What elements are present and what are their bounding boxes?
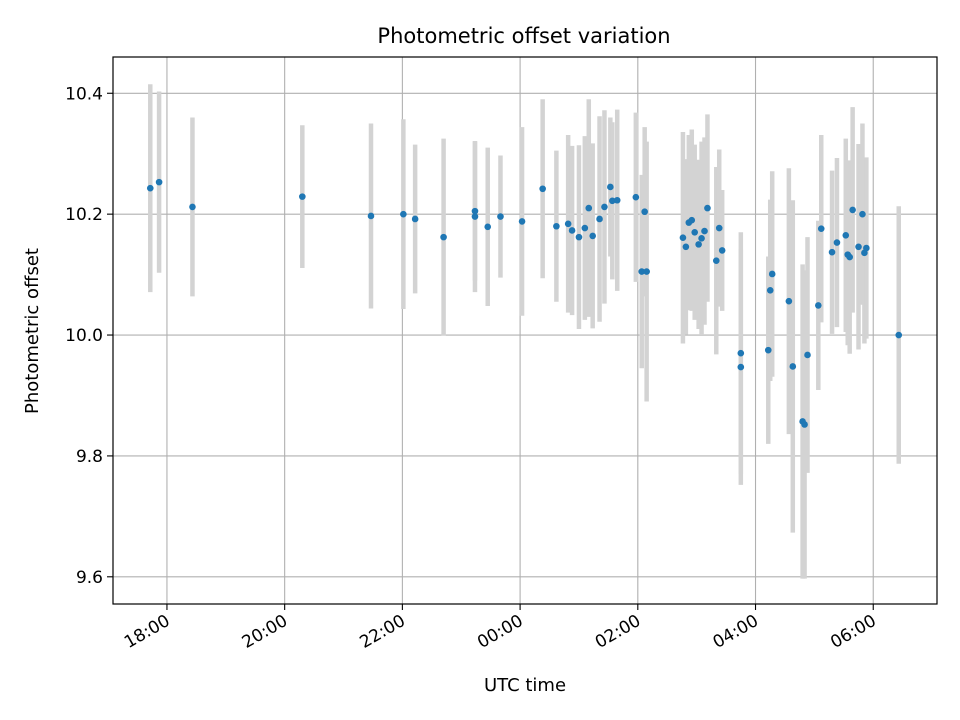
data-point	[698, 235, 705, 242]
data-point	[607, 183, 614, 191]
data-point	[804, 351, 811, 359]
data-point	[553, 222, 560, 230]
data-point	[484, 223, 492, 231]
data-point	[842, 232, 850, 239]
data-point	[855, 243, 862, 251]
data-point	[539, 185, 546, 193]
data-point	[849, 206, 856, 214]
data-point	[632, 193, 640, 201]
data-point	[471, 207, 479, 215]
data-point	[641, 208, 648, 216]
y-axis-ticks: 9.6 9.8 10.0 10.2 10.4	[65, 84, 113, 588]
data-point	[679, 234, 687, 242]
data-point	[613, 196, 621, 204]
data-point	[643, 268, 650, 275]
data-point	[189, 203, 196, 211]
data-point	[471, 213, 479, 220]
data-point	[715, 224, 723, 232]
x-tick-label: 04:00	[710, 611, 762, 653]
data-point	[440, 233, 447, 241]
data-point	[155, 178, 163, 186]
data-point	[863, 244, 870, 252]
data-point	[712, 257, 720, 264]
x-tick-label: 18:00	[121, 611, 173, 653]
data-point	[801, 421, 808, 428]
data-point	[704, 204, 711, 212]
data-point	[400, 210, 407, 218]
x-tick-label: 06:00	[827, 611, 879, 653]
data-point	[688, 216, 696, 224]
y-tick-label: 10.0	[65, 326, 103, 346]
data-point	[601, 203, 608, 211]
data-point	[411, 215, 419, 223]
plot-frame	[112, 56, 938, 605]
data-points	[146, 178, 903, 428]
data-point	[846, 253, 853, 261]
x-tick-label: 02:00	[592, 611, 644, 653]
data-point	[367, 212, 375, 220]
x-tick-label: 22:00	[356, 611, 408, 653]
chart-title: Photometric offset variation	[377, 24, 670, 48]
error-bars	[148, 84, 901, 579]
x-axis-label: UTC time	[484, 675, 566, 696]
data-point	[564, 220, 572, 228]
data-point	[596, 215, 603, 223]
data-point	[737, 349, 745, 357]
data-point	[817, 225, 825, 232]
x-tick-label: 20:00	[239, 611, 291, 653]
data-point	[589, 232, 596, 240]
data-point	[766, 287, 774, 294]
y-axis-label: Photometric offset	[22, 248, 43, 414]
data-point	[785, 297, 793, 305]
data-point	[609, 197, 616, 205]
data-point	[701, 227, 708, 235]
data-point	[828, 248, 836, 256]
data-point	[585, 204, 593, 212]
data-point	[568, 227, 576, 234]
data-point	[789, 363, 797, 370]
y-tick-label: 9.6	[76, 568, 103, 588]
data-point	[833, 239, 841, 246]
data-point	[895, 331, 903, 339]
data-point	[581, 224, 589, 232]
data-point	[682, 243, 690, 251]
data-point	[518, 218, 526, 225]
data-point	[859, 210, 866, 218]
data-point	[691, 228, 699, 236]
data-point	[718, 247, 726, 254]
data-point	[497, 213, 504, 220]
data-point	[815, 302, 822, 309]
data-point	[695, 241, 702, 248]
x-axis-ticks: 18:00 20:00 22:00 00:00 02:00 04:00 06:00	[121, 604, 880, 653]
data-point	[575, 233, 583, 241]
y-tick-label: 10.4	[65, 84, 103, 104]
data-point	[638, 268, 646, 275]
data-point	[768, 270, 776, 278]
data-point	[299, 193, 306, 200]
data-point	[764, 346, 772, 354]
x-tick-label: 00:00	[474, 611, 526, 653]
grid-lines	[113, 57, 937, 604]
data-point	[146, 184, 154, 192]
y-tick-label: 9.8	[76, 447, 103, 467]
data-point	[737, 363, 745, 371]
y-tick-label: 10.2	[65, 205, 103, 225]
